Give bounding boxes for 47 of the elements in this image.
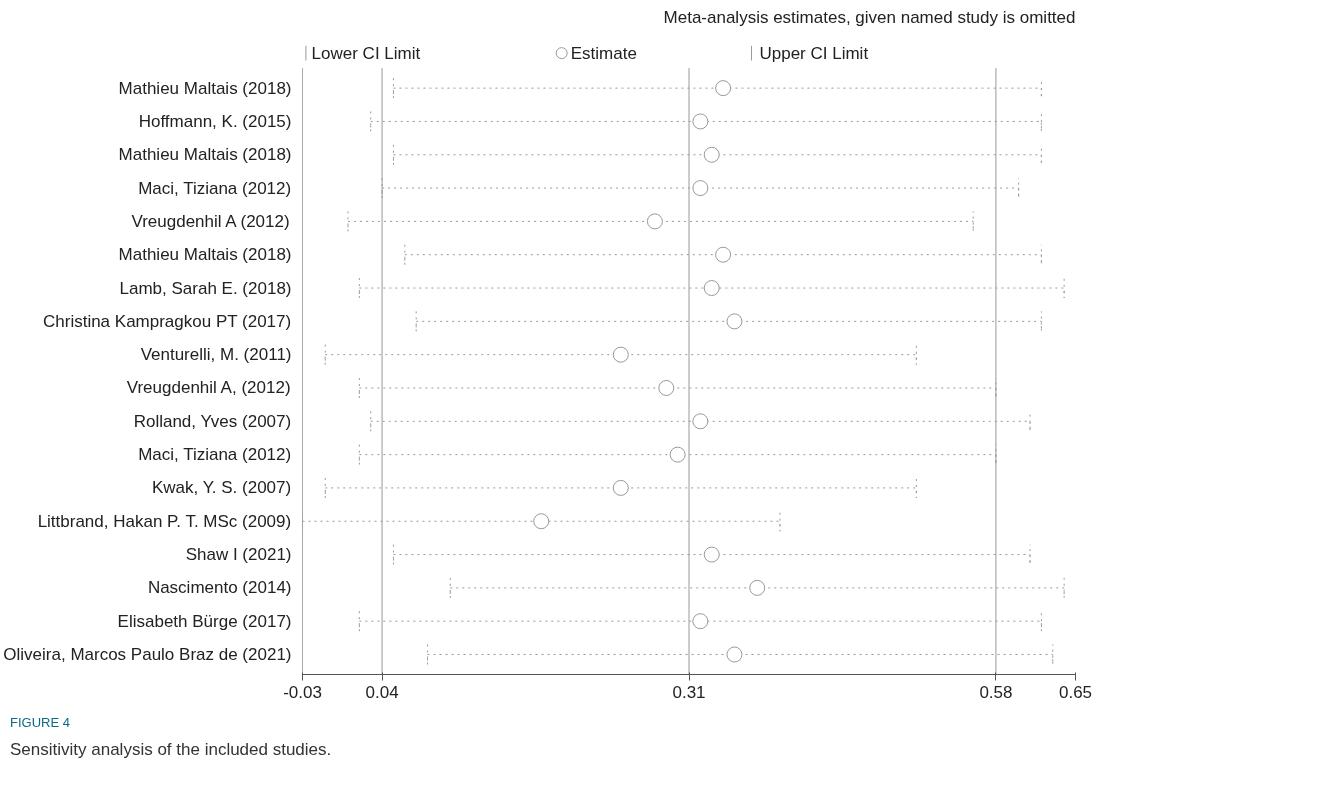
point [703,546,720,563]
y-tick-label: Maci, Tiziana (2012) [138,178,292,198]
point [715,246,732,263]
y-tick-label: Lamb, Sarah E. (2018) [119,278,292,298]
y-tick-label: Venturelli, M. (2011) [140,345,292,365]
y-tick-label: Vreugdenhil A (2012) [131,211,290,231]
x-tick-label: 0.31 [672,682,706,702]
caption: FIGURE 4 [10,714,70,732]
text: Upper CI Limit [759,43,869,63]
point [692,180,709,197]
point [715,80,732,97]
y-tick-label: Rolland, Yves (2007) [133,411,292,431]
point [703,146,720,163]
point [692,613,709,630]
y-tick-label: Nascimento (2014) [147,578,292,598]
point [726,313,743,330]
point [533,513,550,530]
point [703,280,720,297]
point [749,579,766,596]
y-tick-label: Mathieu Maltais (2018) [118,245,292,265]
y-tick-label: Christina Kampragkou PT (2017) [43,311,292,331]
point [692,413,709,430]
point [692,113,709,130]
y-tick-label: Vreugdenhil A, (2012) [126,378,291,398]
x-tick-label: -0.03 [283,682,322,702]
point [612,479,629,496]
y-tick-label: Maci, Tiziana (2012) [138,445,292,465]
point [658,380,675,396]
text: Lower CI Limit [311,43,421,63]
y-tick-label: Littbrand, Hakan P. T. MSc (2009) [37,511,292,531]
x-tick-label: 0.65 [1058,682,1093,702]
y-tick-label: Mathieu Maltais (2018) [118,78,292,98]
chart-title: Meta-analysis estimates, given named study is omitted [663,7,1076,27]
point [669,446,686,463]
y-tick-label: Oliveira, Marcos Paulo Braz de (2021) [3,645,292,665]
y-tick-label: Mathieu Maltais (2018) [118,145,292,165]
y-tick-label: Shaw I (2021) [185,545,292,565]
point [726,646,743,663]
y-tick-label: Hoffmann, K. (2015) [138,111,292,131]
text: Sensitivity analysis of the included studies. [10,738,332,761]
x-tick-label: 0.04 [365,682,399,702]
x-tick-label: 0.58 [979,682,1013,702]
point [612,346,629,363]
legend-label: Estimate [570,43,637,63]
y-tick-label: Elisabeth Bürge (2017) [117,611,292,631]
point [646,213,663,230]
y-tick-label: Kwak, Y. S. (2007) [151,478,292,498]
